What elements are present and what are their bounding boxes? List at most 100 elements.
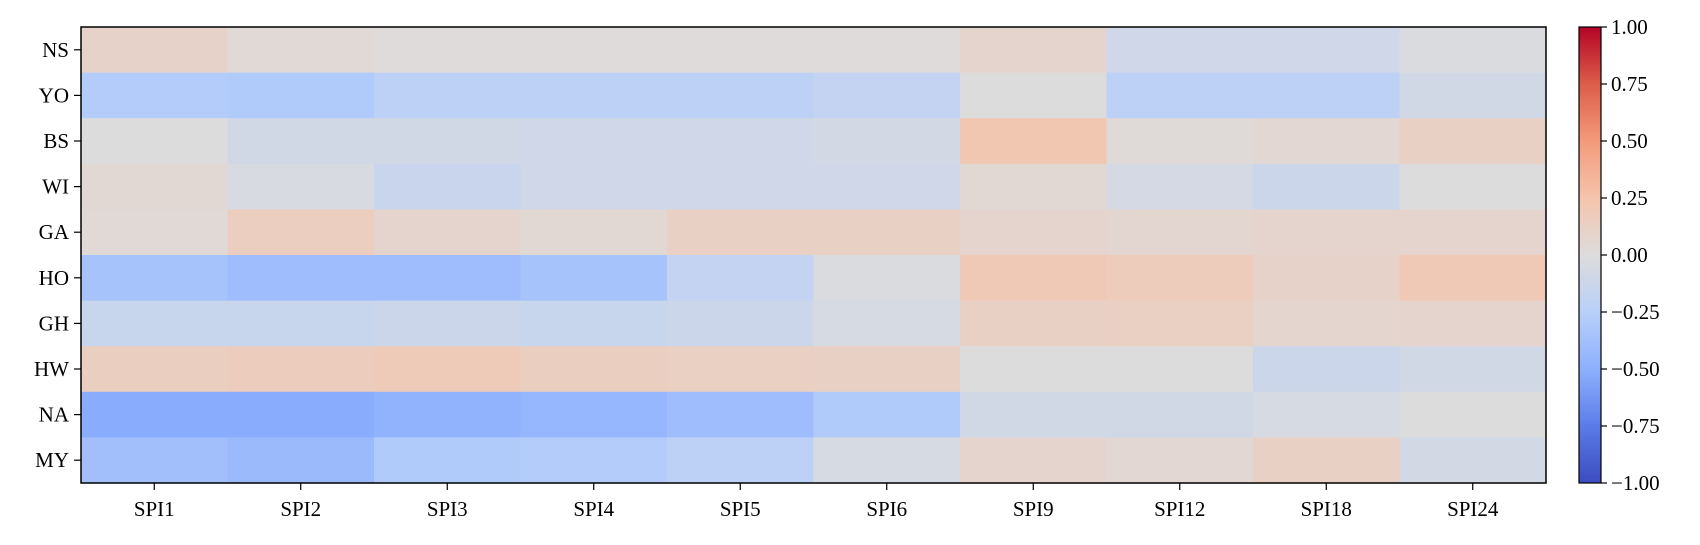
y-tick-label: YO [39,83,69,107]
heatmap-cell-gh-spi5 [667,300,815,347]
heatmap-cell-na-spi3 [374,391,522,438]
x-tick-label: SPI9 [1013,497,1054,521]
heatmap-cell-my-spi6 [813,437,961,484]
heatmap-cell-ho-spi12 [1106,255,1254,302]
heatmap-cell-gh-spi12 [1106,300,1254,347]
heatmap-cell-wi-spi18 [1253,163,1401,210]
x-tick-label: SPI4 [573,497,614,521]
heatmap-cell-wi-spi3 [374,163,522,210]
heatmap-cell-hw-spi3 [374,346,522,393]
heatmap-cell-hw-spi18 [1253,346,1401,393]
y-tick-label: GH [39,311,69,335]
heatmap-cell-yo-spi6 [813,72,961,119]
heatmap-cell-gh-spi18 [1253,300,1401,347]
heatmap-cell-hw-spi24 [1399,346,1547,393]
colorbar-tick-label: 1.00 [1611,15,1648,39]
colorbar-axis: 1.00 0.75 0.50 0.25 0.00 −0.25 −0.50 −0.75 −1.00 [1601,15,1660,495]
heatmap-cell-my-spi3 [374,437,522,484]
heatmap-cell-hw-spi12 [1106,346,1254,393]
heatmap-cell-bs-spi6 [813,118,961,165]
heatmap-cell-ns-spi18 [1253,27,1401,74]
heatmap-cell-bs-spi4 [520,118,668,165]
heatmap-cell-na-spi1 [81,391,229,438]
heatmap-cell-gh-spi2 [227,300,375,347]
heatmap-cell-hw-spi2 [227,346,375,393]
heatmap-cell-na-spi12 [1106,391,1254,438]
heatmap-cell-ho-spi5 [667,255,815,302]
heatmap-cell-hw-spi6 [813,346,961,393]
y-tick-label: BS [43,129,69,153]
heatmap-cell-wi-spi5 [667,163,815,210]
y-tick-label: WI [42,175,69,199]
heatmap-cell-ga-spi5 [667,209,815,256]
heatmap-cell-ga-spi4 [520,209,668,256]
heatmap-cell-bs-spi2 [227,118,375,165]
y-tick-label: NS [42,38,69,62]
colorbar-tick-label: −0.50 [1611,357,1660,381]
heatmap-cell-hw-spi9 [960,346,1108,393]
colorbar-tick-label: −1.00 [1611,471,1660,495]
heatmap-cell-my-spi5 [667,437,815,484]
heatmap-cell-ga-spi18 [1253,209,1401,256]
colorbar-tick-label: 0.25 [1611,186,1648,210]
heatmap-cell-bs-spi1 [81,118,229,165]
y-tick-label: NA [39,403,70,427]
heatmap-cell-bs-spi12 [1106,118,1254,165]
heatmap-cell-wi-spi6 [813,163,961,210]
heatmap-cell-bs-spi9 [960,118,1108,165]
heatmap-cell-ga-spi6 [813,209,961,256]
heatmap-cell-na-spi9 [960,391,1108,438]
plot-frame [80,26,1547,484]
heatmap-cell-my-spi4 [520,437,668,484]
heatmap-cell-gh-spi6 [813,300,961,347]
x-tick-label: SPI24 [1447,497,1499,521]
y-tick-label: GA [39,220,70,244]
heatmap-cell-na-spi24 [1399,391,1547,438]
heatmap-cell-ho-spi4 [520,255,668,302]
y-axis: NS YO BS WI GA HO GH HW NA MY [34,38,81,472]
colorbar [1578,26,1602,484]
colorbar-tick-label: 0.50 [1611,129,1648,153]
heatmap-cell-gh-spi24 [1399,300,1547,347]
x-tick-label: SPI5 [720,497,761,521]
heatmap-cell-yo-spi5 [667,72,815,119]
heatmap-cell-gh-spi3 [374,300,522,347]
heatmap-cell-na-spi2 [227,391,375,438]
heatmap-cell-wi-spi24 [1399,163,1547,210]
heatmap-cell-bs-spi24 [1399,118,1547,165]
heatmap-cell-my-spi2 [227,437,375,484]
heatmap-cells [81,27,1547,484]
y-tick-label: MY [35,448,69,472]
heatmap-cell-gh-spi9 [960,300,1108,347]
colorbar-tick-label: −0.75 [1611,414,1660,438]
heatmap-cell-ns-spi6 [813,27,961,74]
heatmap-cell-my-spi18 [1253,437,1401,484]
heatmap-cell-gh-spi1 [81,300,229,347]
heatmap-cell-na-spi6 [813,391,961,438]
x-tick-label: SPI2 [280,497,321,521]
heatmap-cell-ns-spi12 [1106,27,1254,74]
colorbar-tick-label: −0.25 [1611,300,1660,324]
x-tick-label: SPI1 [134,497,175,521]
y-tick-label: HW [34,357,69,381]
x-tick-label: SPI6 [866,497,907,521]
heatmap-cell-bs-spi3 [374,118,522,165]
colorbar-tick-label: 0.75 [1611,72,1648,96]
heatmap-cell-ns-spi2 [227,27,375,74]
heatmap-cell-hw-spi4 [520,346,668,393]
heatmap-cell-my-spi24 [1399,437,1547,484]
heatmap-cell-wi-spi1 [81,163,229,210]
heatmap-cell-yo-spi9 [960,72,1108,119]
heatmap-cell-yo-spi2 [227,72,375,119]
heatmap-cell-na-spi4 [520,391,668,438]
y-tick-label: HO [39,266,69,290]
heatmap-cell-hw-spi5 [667,346,815,393]
x-tick-label: SPI3 [427,497,468,521]
heatmap-cell-ga-spi3 [374,209,522,256]
heatmap-cell-wi-spi9 [960,163,1108,210]
heatmap-cell-na-spi18 [1253,391,1401,438]
heatmap-cell-yo-spi1 [81,72,229,119]
heatmap-cell-ga-spi24 [1399,209,1547,256]
heatmap-cell-ho-spi24 [1399,255,1547,302]
